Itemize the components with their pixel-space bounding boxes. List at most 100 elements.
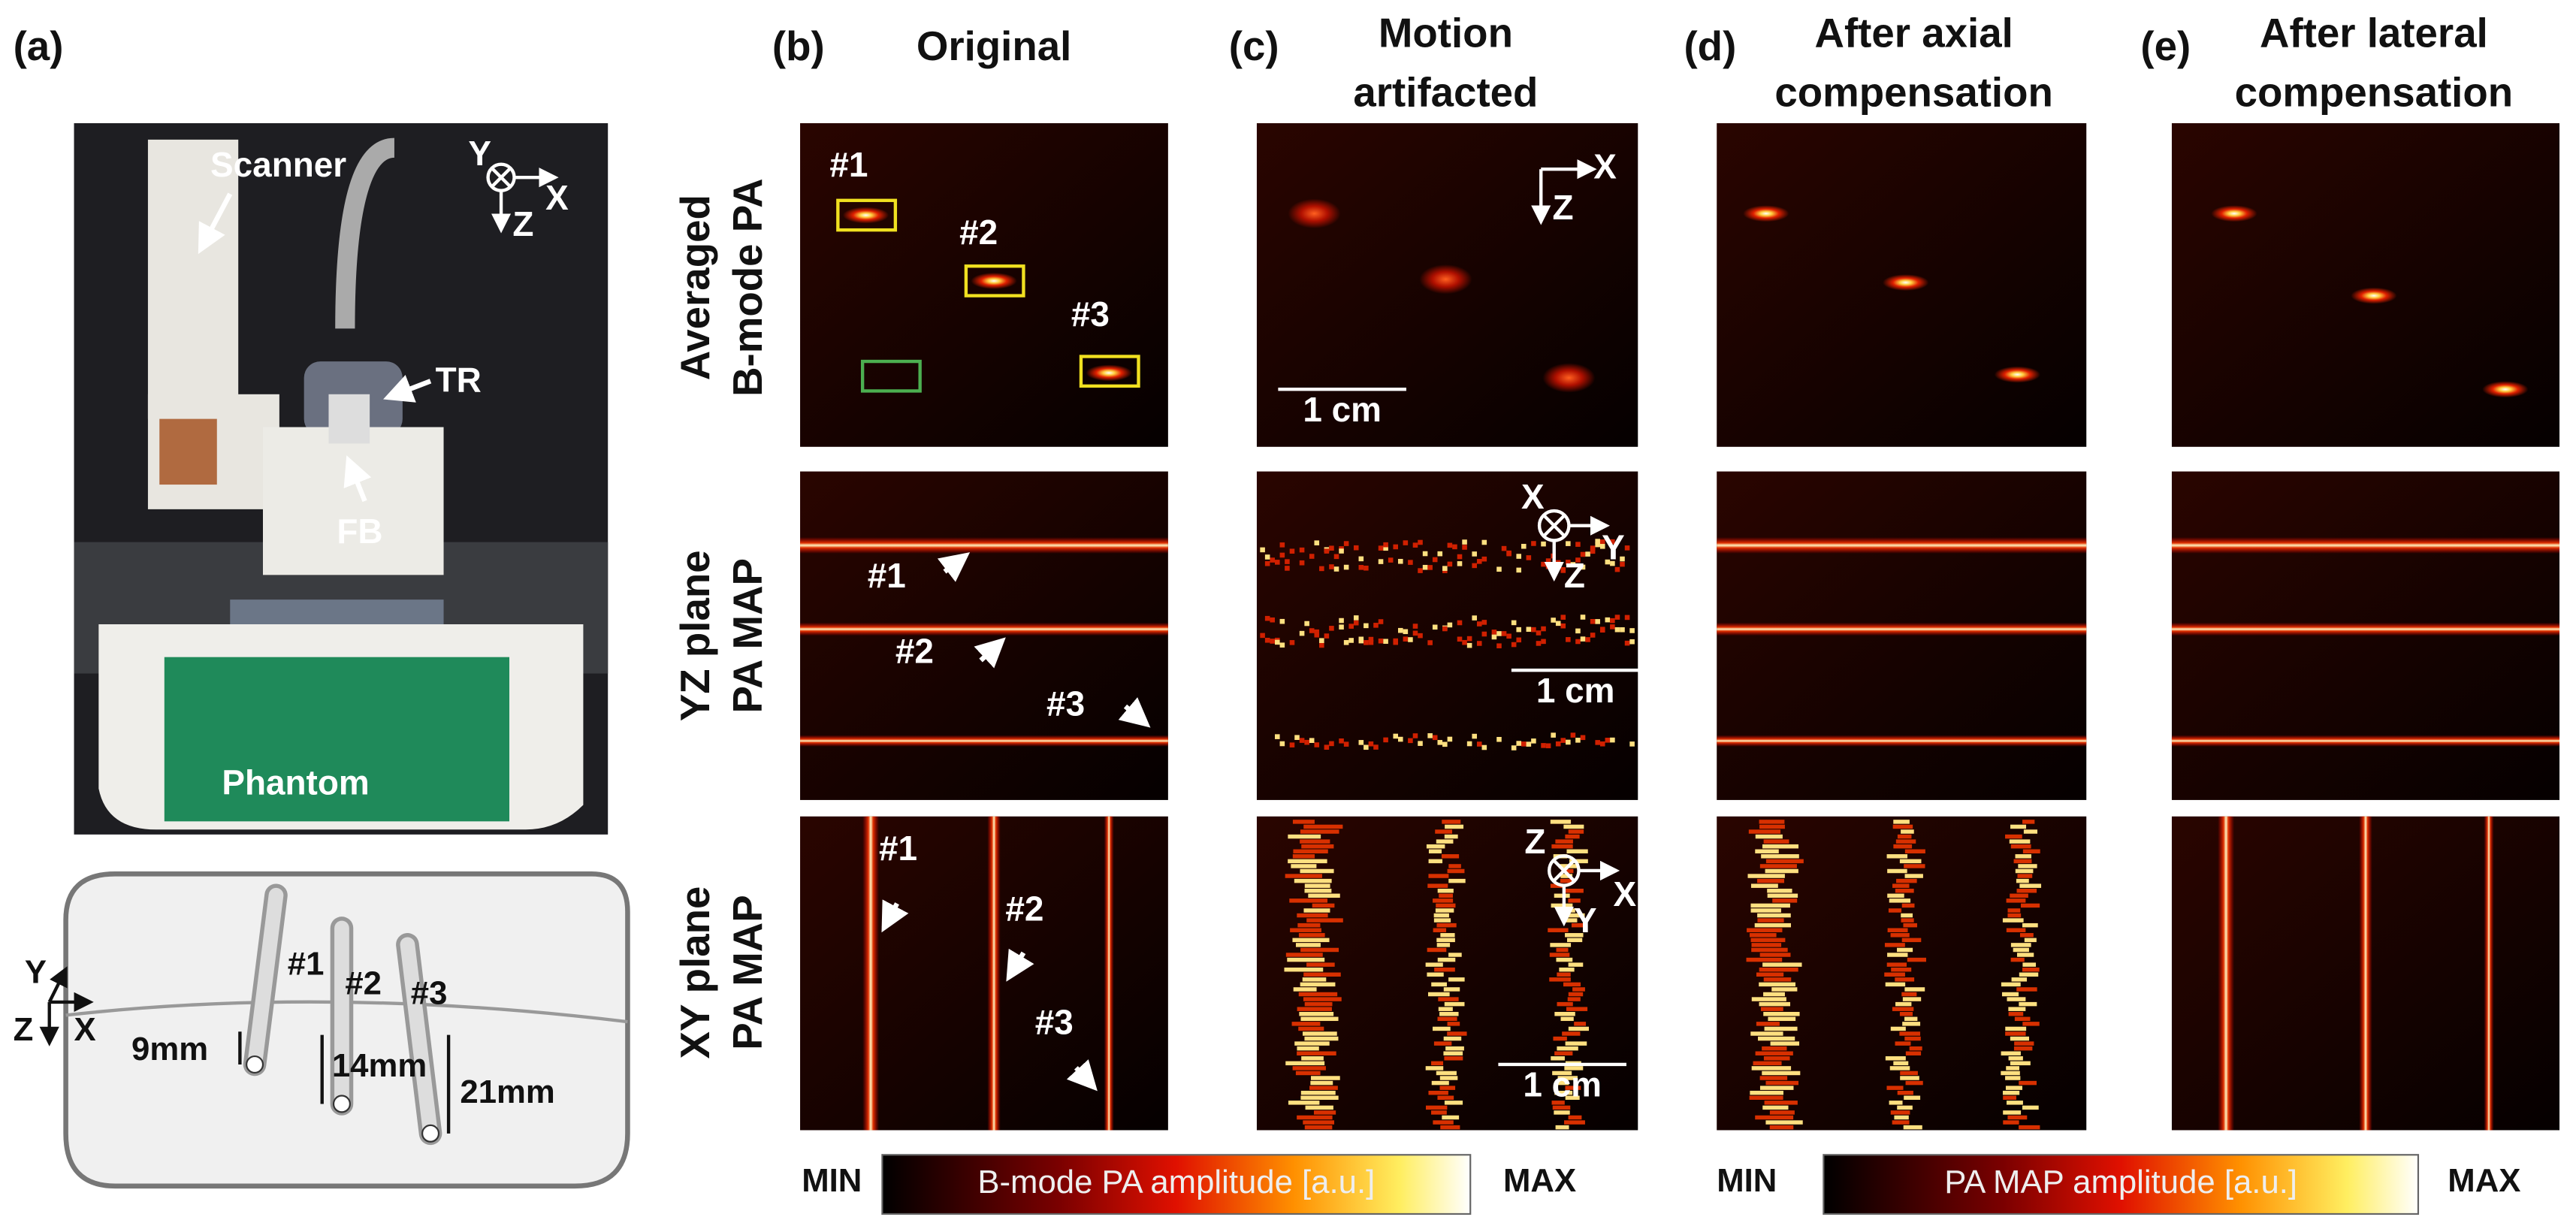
artifact-dot xyxy=(1575,628,1581,634)
vessel-line xyxy=(862,816,880,1131)
artifact-dot xyxy=(1567,997,1581,1001)
artifact-dot xyxy=(1763,977,1792,982)
arrow xyxy=(1118,697,1151,728)
vessel-line xyxy=(2171,622,2560,636)
phantom-diagram: #1 #2 #3 9mm 14mm 21mm Y Z X xyxy=(14,871,630,1189)
artifact-dot xyxy=(1580,735,1586,741)
artifact-dot xyxy=(1442,820,1461,824)
annotation: #1 xyxy=(868,556,906,595)
artifact-dot xyxy=(1901,913,1913,918)
artifact-dot xyxy=(1383,542,1388,548)
artifact-dot xyxy=(2022,1105,2039,1110)
artifact-dot xyxy=(1301,844,1334,849)
artifact-dot xyxy=(1300,868,1334,874)
artifact-dot xyxy=(1427,972,1444,977)
artifact-dot xyxy=(1289,640,1295,645)
artifact-dot xyxy=(1909,1046,1922,1051)
artifact-dot xyxy=(1466,642,1472,648)
artifact-dot xyxy=(1903,1125,1922,1130)
artifact-dot xyxy=(1570,732,1576,738)
artifact-dot xyxy=(1757,918,1784,923)
artifact-dot xyxy=(1572,987,1585,992)
artifact-dot xyxy=(1295,1071,1321,1076)
artifact-dot xyxy=(1439,1086,1456,1090)
artifact-dot xyxy=(1557,1046,1578,1051)
artifact-dot xyxy=(1303,824,1343,829)
artifact-dot xyxy=(1904,849,1925,853)
artifact-dot xyxy=(1902,1022,1921,1026)
artifact-dot xyxy=(1270,617,1276,623)
artifact-dot xyxy=(1885,1056,1906,1061)
artifact-dot xyxy=(1436,903,1456,908)
artifact-dot xyxy=(1565,913,1585,918)
artifact-dot xyxy=(1300,982,1336,987)
artifact-dot xyxy=(1560,878,1575,883)
artifact-dot xyxy=(1590,548,1596,554)
artifact-dot xyxy=(1443,1051,1463,1055)
artifact-dot xyxy=(1755,1051,1793,1055)
artifact-dot xyxy=(1270,557,1276,563)
artifact-dot xyxy=(1575,557,1581,563)
artifact-dot xyxy=(1353,615,1359,621)
vessel-line xyxy=(987,816,1001,1131)
artifact-dot xyxy=(1557,1001,1573,1007)
vessel-line xyxy=(2218,816,2235,1131)
artifact-dot xyxy=(1383,545,1388,551)
artifact-dot xyxy=(1531,627,1536,633)
artifact-dot xyxy=(1900,1076,1919,1080)
artifact-dot xyxy=(1339,548,1344,554)
scale-bar-label: 1 cm xyxy=(1536,671,1615,710)
spot xyxy=(1288,198,1341,228)
artifact-dot xyxy=(1439,893,1453,898)
artifact-dot xyxy=(1884,943,1905,947)
artifact-dot xyxy=(1887,868,1907,874)
artifact-dot xyxy=(1751,997,1786,1001)
artifact-dot xyxy=(1378,619,1384,624)
artifact-dot xyxy=(1516,554,1522,559)
artifact-dot xyxy=(1756,1022,1780,1026)
artifact-dot xyxy=(2001,1071,2020,1076)
artifact-dot xyxy=(1444,834,1458,839)
artifact-dot xyxy=(1531,738,1536,744)
axis-label: X xyxy=(1593,146,1617,186)
artifact-dot xyxy=(1516,637,1522,643)
axis-label: Z xyxy=(1553,188,1574,227)
artifact-dot xyxy=(1339,624,1344,630)
artifact-dot xyxy=(2016,889,2037,893)
artifact-dot xyxy=(2010,1036,2030,1041)
artifact-dot xyxy=(1570,562,1576,567)
svg-text:#2: #2 xyxy=(345,965,382,1002)
panel-label: (a) xyxy=(14,23,64,69)
artifact-dot xyxy=(2016,878,2029,883)
artifact-dot xyxy=(1551,618,1556,623)
artifact-dot xyxy=(2001,1051,2021,1055)
roi-box xyxy=(1079,355,1140,388)
spot xyxy=(1994,366,2041,383)
artifact-dot xyxy=(1440,1125,1460,1130)
artifact-dot xyxy=(1476,621,1482,627)
artifact-dot xyxy=(1264,637,1270,643)
artifact-dot xyxy=(1324,633,1330,639)
svg-text:TR: TR xyxy=(436,361,482,400)
artifact-dot xyxy=(1329,564,1334,569)
svg-text:Y: Y xyxy=(468,134,491,173)
spot xyxy=(2211,205,2257,222)
artifact-dot xyxy=(2017,874,2033,878)
artifact-dot xyxy=(1496,631,1502,636)
artifact-dot xyxy=(1447,1022,1460,1026)
artifact-dot xyxy=(1264,615,1270,621)
column-title: Original xyxy=(917,23,1072,69)
artifact-dot xyxy=(1443,1036,1462,1041)
artifact-dot xyxy=(1306,962,1335,967)
artifact-dot xyxy=(1767,889,1792,893)
artifact-dot xyxy=(2016,987,2037,992)
artifact-dot xyxy=(1565,1041,1587,1046)
artifact-dot xyxy=(1299,560,1305,566)
artifact-dot xyxy=(1403,636,1409,642)
artifact-dot xyxy=(1476,641,1482,646)
artifact-dot xyxy=(1554,893,1570,898)
artifact-dot xyxy=(1580,551,1586,557)
artifact-dot xyxy=(1551,1056,1565,1061)
svg-text:#3: #3 xyxy=(411,975,448,1012)
artifact-dot xyxy=(1567,938,1583,943)
